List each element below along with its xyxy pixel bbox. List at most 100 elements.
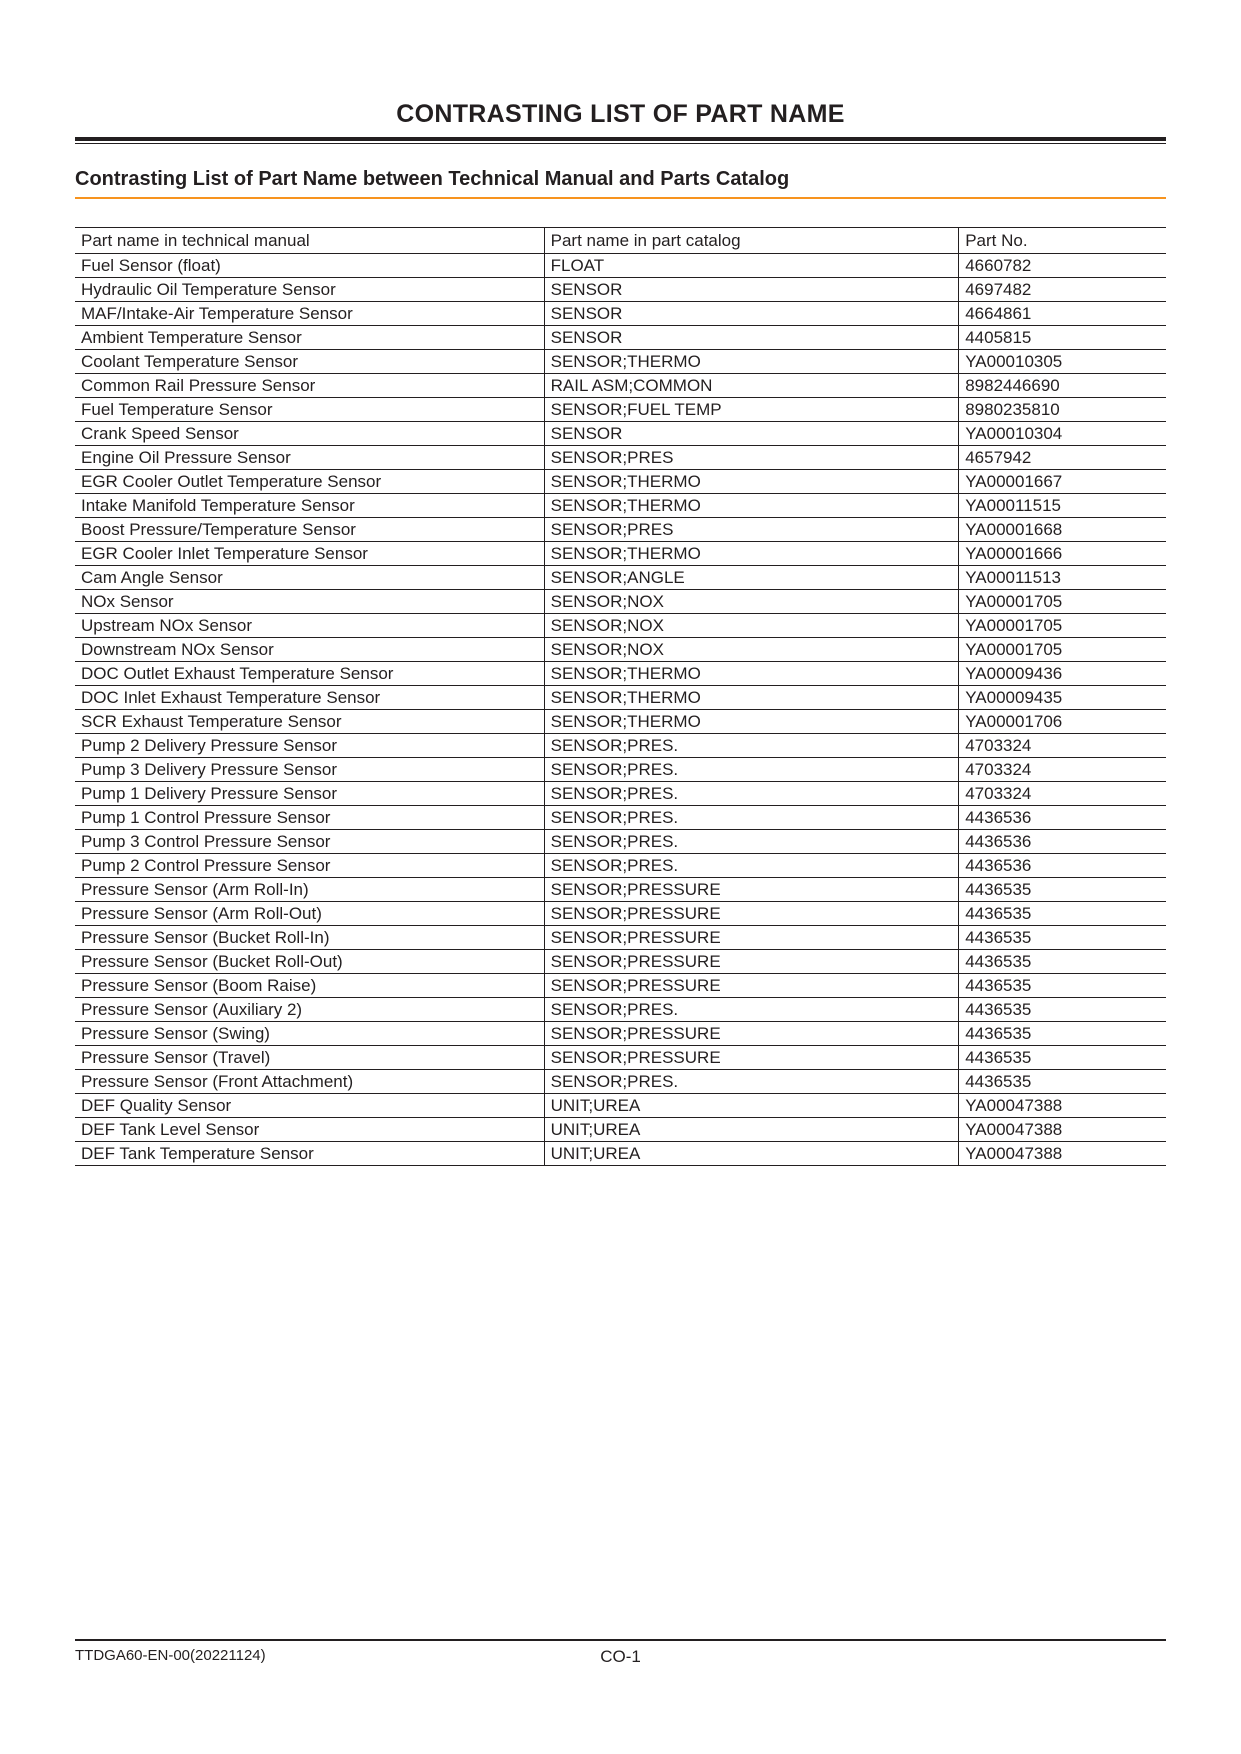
cell-tech-manual: Crank Speed Sensor — [75, 422, 544, 446]
table-row: SCR Exhaust Temperature SensorSENSOR;THE… — [75, 710, 1166, 734]
cell-tech-manual: Pressure Sensor (Auxiliary 2) — [75, 998, 544, 1022]
cell-part-catalog: RAIL ASM;COMMON — [544, 374, 959, 398]
cell-tech-manual: Pump 1 Delivery Pressure Sensor — [75, 782, 544, 806]
cell-part-catalog: SENSOR;THERMO — [544, 710, 959, 734]
cell-tech-manual: Pressure Sensor (Bucket Roll-Out) — [75, 950, 544, 974]
cell-part-no: 4405815 — [959, 326, 1166, 350]
table-row: NOx SensorSENSOR;NOXYA00001705 — [75, 590, 1166, 614]
cell-part-catalog: SENSOR;PRESSURE — [544, 1046, 959, 1070]
cell-part-catalog: SENSOR;PRESSURE — [544, 950, 959, 974]
cell-part-no: YA00009435 — [959, 686, 1166, 710]
cell-part-no: 4697482 — [959, 278, 1166, 302]
col-header-tech-manual: Part name in technical manual — [75, 228, 544, 254]
cell-tech-manual: Pump 3 Control Pressure Sensor — [75, 830, 544, 854]
cell-tech-manual: Downstream NOx Sensor — [75, 638, 544, 662]
table-row: DEF Quality SensorUNIT;UREAYA00047388 — [75, 1094, 1166, 1118]
cell-part-catalog: UNIT;UREA — [544, 1118, 959, 1142]
cell-tech-manual: Ambient Temperature Sensor — [75, 326, 544, 350]
table-row: Pressure Sensor (Travel)SENSOR;PRESSURE4… — [75, 1046, 1166, 1070]
table-row: Common Rail Pressure SensorRAIL ASM;COMM… — [75, 374, 1166, 398]
cell-tech-manual: DEF Tank Level Sensor — [75, 1118, 544, 1142]
cell-tech-manual: Pump 3 Delivery Pressure Sensor — [75, 758, 544, 782]
cell-tech-manual: SCR Exhaust Temperature Sensor — [75, 710, 544, 734]
cell-part-no: YA00047388 — [959, 1142, 1166, 1166]
table-row: Pressure Sensor (Bucket Roll-Out)SENSOR;… — [75, 950, 1166, 974]
col-header-part-catalog: Part name in part catalog — [544, 228, 959, 254]
cell-part-catalog: SENSOR;PRESSURE — [544, 1022, 959, 1046]
cell-part-no: 4703324 — [959, 758, 1166, 782]
cell-part-no: 4436535 — [959, 902, 1166, 926]
cell-part-catalog: SENSOR;PRES. — [544, 734, 959, 758]
cell-tech-manual: Pressure Sensor (Bucket Roll-In) — [75, 926, 544, 950]
cell-part-catalog: SENSOR;PRES. — [544, 1070, 959, 1094]
table-row: DEF Tank Temperature SensorUNIT;UREAYA00… — [75, 1142, 1166, 1166]
cell-part-no: 4436536 — [959, 830, 1166, 854]
section-subtitle: Contrasting List of Part Name between Te… — [75, 168, 1166, 199]
cell-part-catalog: FLOAT — [544, 254, 959, 278]
cell-part-no: 8982446690 — [959, 374, 1166, 398]
table-row: EGR Cooler Inlet Temperature SensorSENSO… — [75, 542, 1166, 566]
cell-part-catalog: SENSOR;PRES — [544, 446, 959, 470]
cell-part-no: 4436535 — [959, 998, 1166, 1022]
table-row: Pressure Sensor (Boom Raise)SENSOR;PRESS… — [75, 974, 1166, 998]
table-row: Pressure Sensor (Front Attachment)SENSOR… — [75, 1070, 1166, 1094]
title-double-rule — [75, 137, 1166, 144]
cell-part-no: 8980235810 — [959, 398, 1166, 422]
cell-tech-manual: Boost Pressure/Temperature Sensor — [75, 518, 544, 542]
cell-part-no: 4436535 — [959, 974, 1166, 998]
col-header-part-no: Part No. — [959, 228, 1166, 254]
cell-tech-manual: DEF Tank Temperature Sensor — [75, 1142, 544, 1166]
cell-part-catalog: SENSOR;PRESSURE — [544, 926, 959, 950]
cell-part-catalog: SENSOR;PRES. — [544, 854, 959, 878]
table-row: Pump 2 Control Pressure SensorSENSOR;PRE… — [75, 854, 1166, 878]
table-row: Pump 1 Control Pressure SensorSENSOR;PRE… — [75, 806, 1166, 830]
cell-part-catalog: SENSOR;PRESSURE — [544, 878, 959, 902]
cell-part-no: YA00001668 — [959, 518, 1166, 542]
cell-part-catalog: UNIT;UREA — [544, 1094, 959, 1118]
cell-part-no: 4660782 — [959, 254, 1166, 278]
cell-part-catalog: SENSOR — [544, 302, 959, 326]
table-row: Fuel Temperature SensorSENSOR;FUEL TEMP8… — [75, 398, 1166, 422]
table-row: Engine Oil Pressure SensorSENSOR;PRES465… — [75, 446, 1166, 470]
table-row: Cam Angle SensorSENSOR;ANGLEYA00011513 — [75, 566, 1166, 590]
cell-tech-manual: EGR Cooler Outlet Temperature Sensor — [75, 470, 544, 494]
cell-tech-manual: MAF/Intake-Air Temperature Sensor — [75, 302, 544, 326]
table-row: DEF Tank Level SensorUNIT;UREAYA00047388 — [75, 1118, 1166, 1142]
cell-tech-manual: DOC Inlet Exhaust Temperature Sensor — [75, 686, 544, 710]
table-row: Pressure Sensor (Arm Roll-In)SENSOR;PRES… — [75, 878, 1166, 902]
cell-part-catalog: SENSOR;THERMO — [544, 494, 959, 518]
page-title: CONTRASTING LIST OF PART NAME — [75, 100, 1166, 137]
cell-tech-manual: Pump 1 Control Pressure Sensor — [75, 806, 544, 830]
cell-tech-manual: Coolant Temperature Sensor — [75, 350, 544, 374]
cell-part-catalog: SENSOR;NOX — [544, 590, 959, 614]
table-row: Upstream NOx SensorSENSOR;NOXYA00001705 — [75, 614, 1166, 638]
cell-part-no: YA00010304 — [959, 422, 1166, 446]
table-row: Pump 2 Delivery Pressure SensorSENSOR;PR… — [75, 734, 1166, 758]
cell-part-catalog: SENSOR;PRES. — [544, 830, 959, 854]
table-row: MAF/Intake-Air Temperature SensorSENSOR4… — [75, 302, 1166, 326]
table-row: Downstream NOx SensorSENSOR;NOXYA0000170… — [75, 638, 1166, 662]
page-footer: TTDGA60-EN-00(20221124) CO-1 — [75, 1639, 1166, 1664]
cell-part-catalog: UNIT;UREA — [544, 1142, 959, 1166]
cell-part-catalog: SENSOR;NOX — [544, 614, 959, 638]
cell-part-catalog: SENSOR;THERMO — [544, 662, 959, 686]
cell-part-catalog: SENSOR;ANGLE — [544, 566, 959, 590]
table-row: Boost Pressure/Temperature SensorSENSOR;… — [75, 518, 1166, 542]
table-row: EGR Cooler Outlet Temperature SensorSENS… — [75, 470, 1166, 494]
table-row: Hydraulic Oil Temperature SensorSENSOR46… — [75, 278, 1166, 302]
cell-part-catalog: SENSOR;PRES. — [544, 758, 959, 782]
footer-rule — [75, 1639, 1166, 1641]
cell-part-catalog: SENSOR;THERMO — [544, 542, 959, 566]
cell-tech-manual: NOx Sensor — [75, 590, 544, 614]
table-body: Fuel Sensor (float)FLOAT4660782Hydraulic… — [75, 254, 1166, 1166]
cell-tech-manual: Common Rail Pressure Sensor — [75, 374, 544, 398]
cell-tech-manual: Pressure Sensor (Arm Roll-Out) — [75, 902, 544, 926]
cell-part-catalog: SENSOR;PRES. — [544, 806, 959, 830]
cell-part-no: 4436535 — [959, 950, 1166, 974]
cell-part-no: 4664861 — [959, 302, 1166, 326]
table-row: Pressure Sensor (Auxiliary 2)SENSOR;PRES… — [75, 998, 1166, 1022]
cell-part-no: YA00011515 — [959, 494, 1166, 518]
cell-part-catalog: SENSOR;THERMO — [544, 350, 959, 374]
table-row: Pump 3 Delivery Pressure SensorSENSOR;PR… — [75, 758, 1166, 782]
cell-tech-manual: Pump 2 Control Pressure Sensor — [75, 854, 544, 878]
